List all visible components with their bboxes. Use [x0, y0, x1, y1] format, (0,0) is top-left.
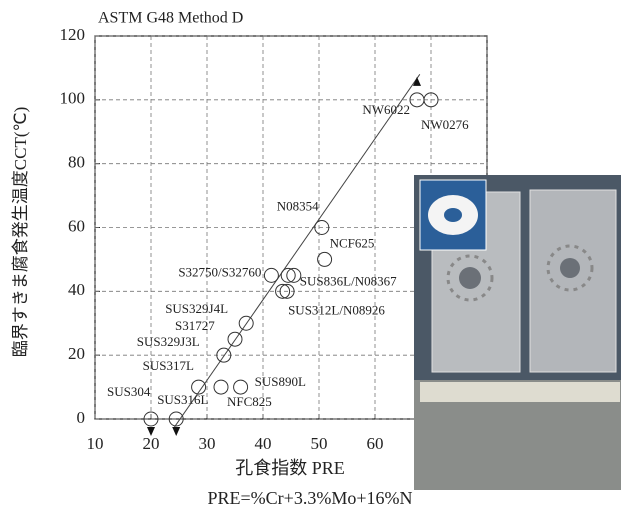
- arrow: [413, 77, 421, 86]
- point-label: SUS304: [107, 384, 151, 399]
- y-tick-label: 80: [68, 153, 85, 172]
- point-label: NFC825: [227, 394, 272, 409]
- point-label: SUS329J3L: [137, 334, 200, 349]
- photo-hole: [459, 267, 481, 289]
- chart-title: ASTM G48 Method D: [98, 10, 243, 27]
- point-label: NCF625: [330, 235, 375, 250]
- x-tick-label: 40: [255, 434, 272, 453]
- point: [318, 252, 332, 266]
- point-label: S32750/S32760: [178, 264, 261, 279]
- point-label: NW0276: [421, 117, 469, 132]
- y-tick-label: 20: [68, 344, 85, 363]
- point-label: SUS890L: [255, 374, 306, 389]
- photo-ruler: [420, 382, 620, 402]
- x-tick-label: 60: [367, 434, 384, 453]
- point: [214, 380, 228, 394]
- photo-inset: [414, 175, 621, 490]
- y-axis-label: 臨界すきま腐食発生温度CCT(℃): [11, 107, 30, 357]
- photo-plate: [530, 190, 616, 372]
- point-label: SUS329J4L: [165, 301, 228, 316]
- washer-hole: [444, 208, 462, 222]
- x-tick-label: 20: [143, 434, 160, 453]
- x-axis-label: 孔食指数 PRE: [235, 458, 345, 478]
- page: ASTM G48 Method D 孔食指数 PRE PRE=%Cr+3.3%M…: [0, 0, 621, 513]
- point-label: SUS317L: [143, 358, 194, 373]
- point-label: S31727: [175, 318, 215, 333]
- x-tick-label: 30: [199, 434, 216, 453]
- point-label: SUS836L/N08367: [300, 273, 397, 288]
- chart: ASTM G48 Method D 孔食指数 PRE PRE=%Cr+3.3%M…: [0, 0, 621, 513]
- x-tick-label: 10: [87, 434, 104, 453]
- arrow: [172, 427, 180, 436]
- point-label: NW6022: [362, 102, 410, 117]
- y-tick-label: 60: [68, 216, 85, 235]
- x-tick-label: 50: [311, 434, 328, 453]
- y-tick-label: 0: [77, 408, 86, 427]
- point: [234, 380, 248, 394]
- point: [264, 268, 278, 282]
- formula: PRE=%Cr+3.3%Mo+16%N: [208, 488, 413, 508]
- y-tick-label: 40: [68, 280, 85, 299]
- point-label: SUS312L/N08926: [288, 302, 385, 317]
- point-label: N08354: [277, 198, 319, 213]
- photo-hole: [560, 258, 580, 278]
- y-tick-label: 100: [60, 89, 86, 108]
- y-tick-label: 120: [60, 25, 86, 44]
